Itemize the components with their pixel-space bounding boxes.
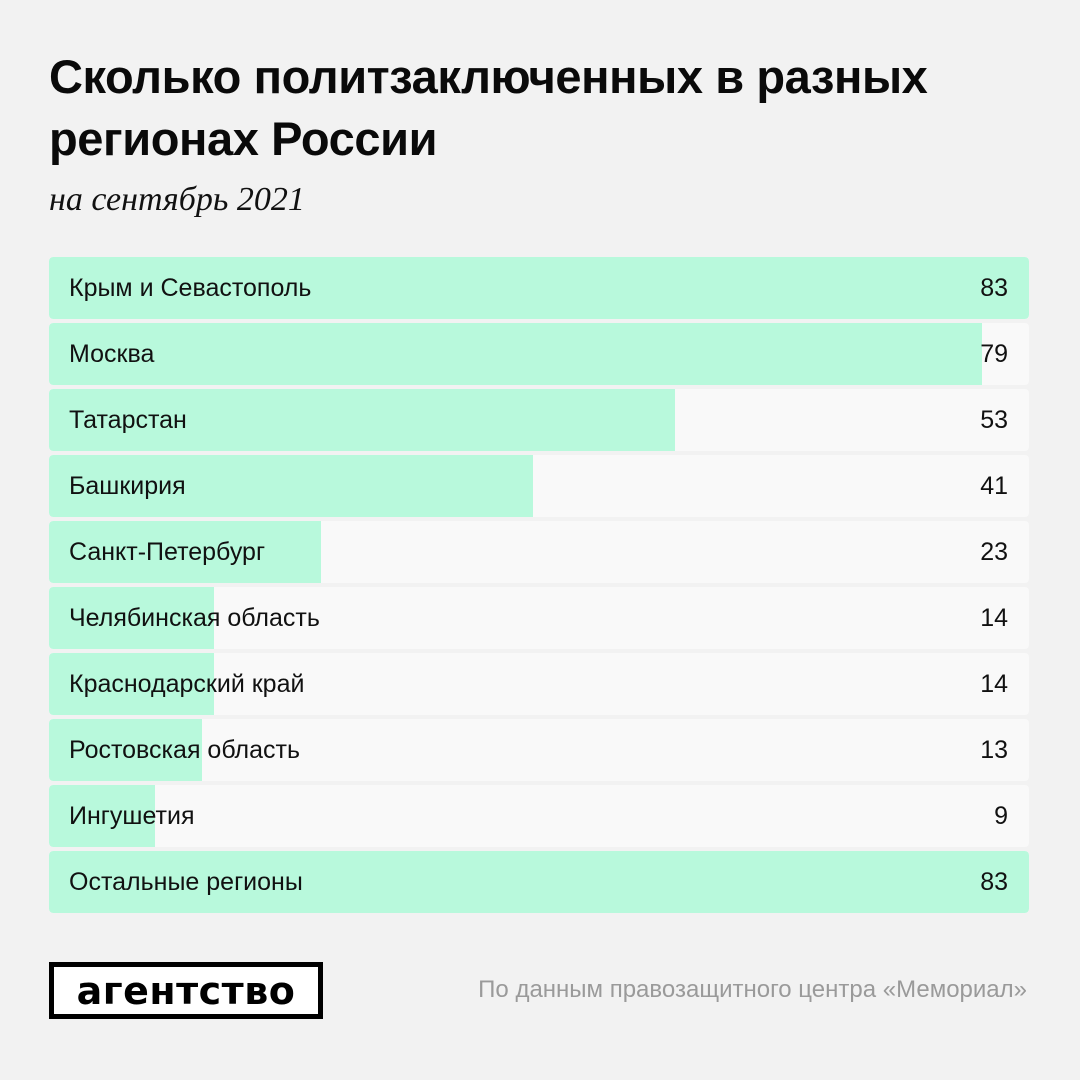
category-label: Татарстан [69,406,187,434]
category-label: Ингушетия [69,802,195,830]
value-label: 83 [980,868,1008,896]
category-label: Москва [69,340,155,368]
value-label: 83 [980,274,1008,302]
chart-row: Краснодарский край 14 [49,653,1029,715]
category-label: Остальные регионы [69,868,303,896]
value-label: 14 [980,670,1008,698]
value-label: 53 [980,406,1008,434]
value-label: 23 [980,538,1008,566]
chart-row: Ингушетия 9 [49,785,1029,847]
chart-row: Санкт-Петербург 23 [49,521,1029,583]
chart-row: Москва 79 [49,323,1029,385]
chart-title: Сколько политзаключенных в разных регион… [49,50,928,165]
source-note: По данным правозащитного центра «Мемориа… [478,976,1027,1003]
category-label: Санкт-Петербург [69,538,266,566]
chart-bar [49,785,156,847]
value-label: 14 [980,604,1008,632]
chart-row: Татарстан 53 [49,389,1029,451]
category-label: Башкирия [69,472,186,500]
chart-bar [49,587,215,649]
category-label: Краснодарский край [69,670,305,698]
chart-bar [49,323,982,385]
chart-row: Башкирия 41 [49,455,1029,517]
agentstvo-logo: агентство [49,962,323,1019]
chart-subtitle: на сентябрь 2021 [49,181,305,218]
category-label: Ростовская область [69,736,300,764]
category-label: Крым и Севастополь [69,274,312,302]
bar-chart: Крым и Севастополь 83 Москва 79 Татарстан 53 Б… [49,257,1029,917]
chart-row: Крым и Севастополь 83 [49,257,1029,319]
chart-bar [49,851,1029,913]
category-label: Челябинская область [69,604,320,632]
chart-row: Ростовская область 13 [49,719,1029,781]
value-label: 13 [980,736,1008,764]
chart-row: Челябинская область 14 [49,587,1029,649]
chart-row: Остальные регионы 83 [49,851,1029,913]
value-label: 79 [980,340,1008,368]
chart-bar [49,455,534,517]
chart-bar [49,389,675,451]
chart-bar [49,719,203,781]
value-label: 41 [980,472,1008,500]
chart-bar [49,521,321,583]
chart-bar [49,653,215,715]
chart-bar [49,257,1029,319]
value-label: 9 [994,802,1008,830]
